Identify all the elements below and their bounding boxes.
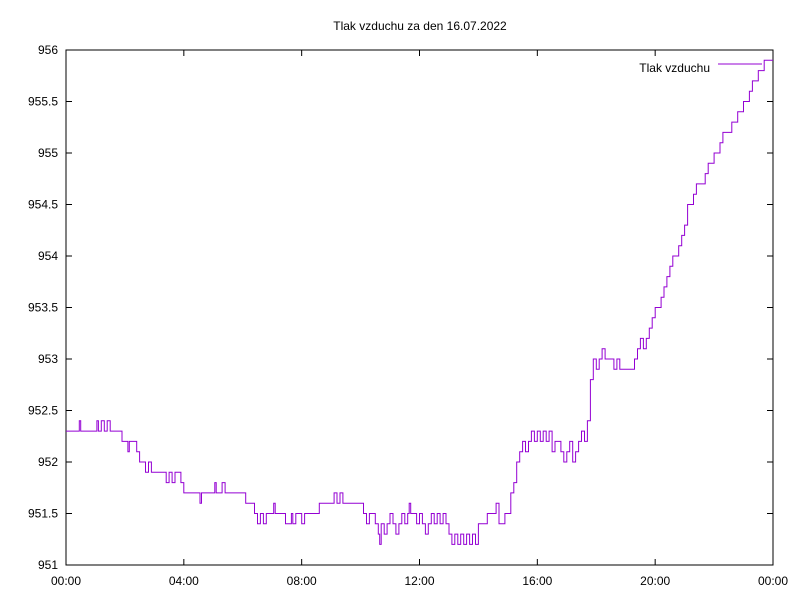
y-tick-label: 956 [38,43,58,57]
x-tick-label: 12:00 [404,574,434,588]
y-tick-label: 951 [38,558,58,572]
x-tick-label: 00:00 [758,574,788,588]
x-tick-label: 16:00 [522,574,552,588]
plot-area-frame [65,49,774,566]
y-tick-label: 952 [38,455,58,469]
x-tick-label: 00:00 [51,574,81,588]
y-axis: 951 951.5 952 952.5 953 953.5 954 954.5 955 955.5… [28,43,773,572]
x-tick-label: 20:00 [640,574,670,588]
y-tick-label: 953 [38,352,58,366]
x-tick-label: 08:00 [287,574,317,588]
y-tick-label: 952.5 [28,404,58,418]
series-line [66,59,773,545]
legend: Tlak vzduchu [639,61,762,75]
series-layer [66,59,773,545]
y-tick-label: 955 [38,146,58,160]
y-tick-label: 953.5 [28,301,58,315]
y-tick-label: 954.5 [28,198,58,212]
legend-label: Tlak vzduchu [639,61,710,75]
y-tick-label: 955.5 [28,95,58,109]
chart-title: Tlak vzduchu za den 16.07.2022 [333,19,507,33]
x-axis: 00:00 04:00 08:00 12:00 16:00 20:00 00:00 [51,50,788,588]
y-tick-label: 954 [38,249,58,263]
x-tick-label: 04:00 [169,574,199,588]
y-tick-label: 951.5 [28,507,58,521]
